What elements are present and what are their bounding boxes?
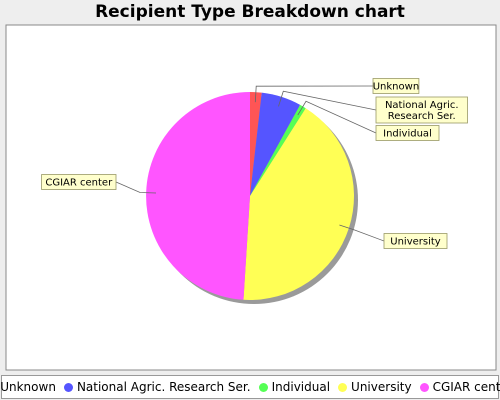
legend: Unknown National Agric. Research Ser. Indi… <box>0 375 500 399</box>
pie-slice[interactable] <box>146 92 250 300</box>
label-box <box>375 125 440 141</box>
pie-slices <box>146 91 354 300</box>
label-text: Research Ser. <box>388 111 456 122</box>
legend-label: National Agric. Research Ser. <box>76 380 251 394</box>
label-text: CGIAR center <box>45 178 113 189</box>
legend-item: National Agric. Research Ser. <box>63 380 251 394</box>
legend-label: CGIAR center <box>432 380 500 394</box>
legend-label: Unknown <box>0 380 56 394</box>
slice-label: National Agric.Research Ser. <box>375 96 468 124</box>
label-text: Unknown <box>373 82 419 93</box>
leader-line <box>254 85 374 103</box>
legend-swatch-icon <box>419 382 429 392</box>
pie-slice[interactable] <box>250 104 306 196</box>
label-box <box>375 96 468 124</box>
legend-label: Individual <box>271 380 331 394</box>
leader-line <box>297 100 377 134</box>
pie-slice[interactable] <box>250 91 262 196</box>
legend-swatch-icon <box>63 382 73 392</box>
legend-item: University <box>338 380 412 394</box>
pie-labels: Unknown National Agric.Research Ser. Indiv… <box>41 78 468 249</box>
leader-line <box>115 181 157 194</box>
label-box <box>372 78 420 94</box>
leader-line <box>278 90 377 111</box>
legend-label: University <box>351 380 412 394</box>
legend-item: CGIAR center <box>419 380 500 394</box>
label-box <box>41 174 117 190</box>
slice-label: Individual <box>375 125 440 141</box>
label-box <box>383 233 448 249</box>
slice-label: University <box>383 233 448 249</box>
slice-label: CGIAR center <box>41 174 117 190</box>
chart-title: Recipient Type Breakdown chart <box>95 2 405 22</box>
pie-slice[interactable] <box>250 92 301 196</box>
label-text: University <box>390 237 441 248</box>
legend-swatch-icon <box>338 382 348 392</box>
slice-label: Unknown <box>372 78 420 94</box>
leader-line <box>339 224 385 242</box>
label-text: National Agric. <box>385 100 459 111</box>
legend-item: Individual <box>258 380 331 394</box>
label-text: Individual <box>383 129 432 140</box>
pie-slice[interactable] <box>243 108 354 300</box>
legend-swatch-icon <box>258 382 268 392</box>
legend-item: Unknown <box>0 380 56 394</box>
